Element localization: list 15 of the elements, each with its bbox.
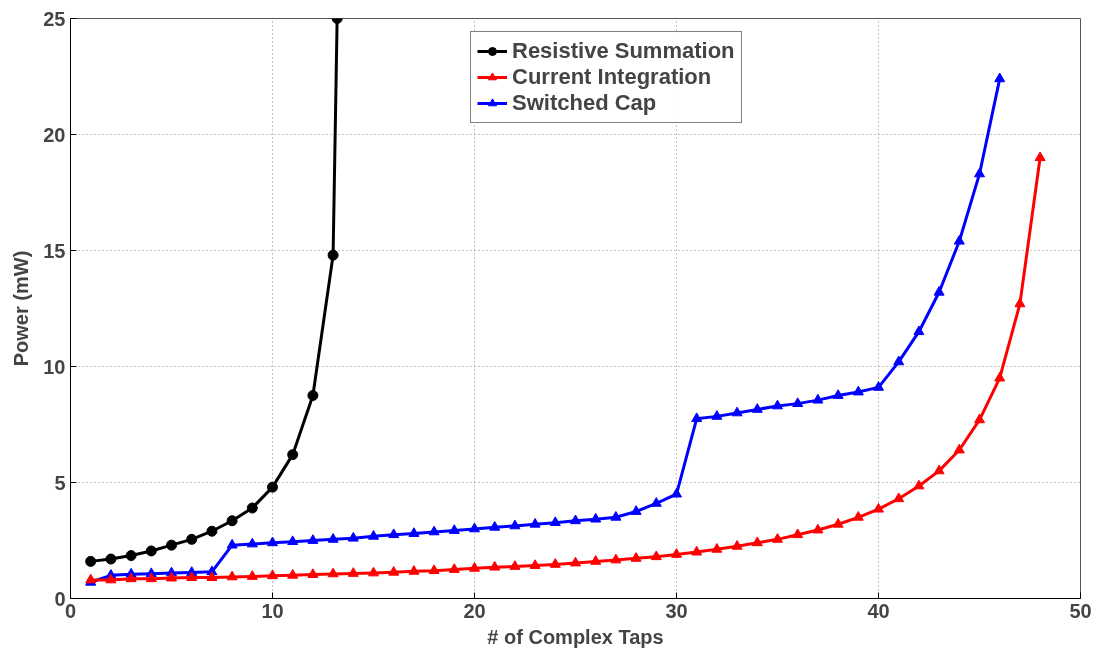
y-axis-title: Power (mW) (10, 250, 33, 367)
legend-label: Current Integration (512, 64, 712, 90)
x-axis-title: # of Complex Taps (487, 625, 664, 648)
x-tick-label: 40 (867, 599, 890, 622)
x-tick-label: 20 (463, 599, 486, 622)
y-tick-label: 5 (54, 471, 66, 494)
legend-label: Resistive Summation (512, 38, 735, 64)
legend-label: Switched Cap (512, 90, 657, 116)
x-tick-label: 50 (1069, 599, 1092, 622)
y-tick-label: 15 (43, 239, 66, 262)
y-tick-label: 10 (43, 355, 66, 378)
y-tick-label: 25 (43, 7, 66, 30)
y-tick-label: 20 (43, 123, 66, 146)
x-tick-label: 10 (261, 599, 284, 622)
x-tick-label: 30 (665, 599, 688, 622)
